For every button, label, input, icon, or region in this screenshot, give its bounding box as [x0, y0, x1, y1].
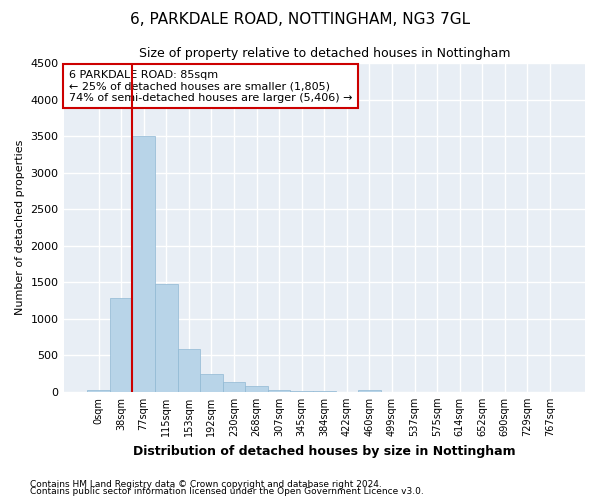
Y-axis label: Number of detached properties: Number of detached properties — [15, 140, 25, 315]
Title: Size of property relative to detached houses in Nottingham: Size of property relative to detached ho… — [139, 48, 510, 60]
Bar — [358, 390, 381, 392]
Text: Contains HM Land Registry data © Crown copyright and database right 2024.: Contains HM Land Registry data © Crown c… — [30, 480, 382, 489]
Bar — [110, 298, 133, 392]
Text: 6, PARKDALE ROAD, NOTTINGHAM, NG3 7GL: 6, PARKDALE ROAD, NOTTINGHAM, NG3 7GL — [130, 12, 470, 28]
Bar — [87, 390, 110, 392]
Bar — [178, 350, 200, 392]
Bar — [245, 386, 268, 392]
Bar — [223, 382, 245, 392]
Bar — [290, 391, 313, 392]
Bar — [155, 284, 178, 392]
Bar — [200, 374, 223, 392]
X-axis label: Distribution of detached houses by size in Nottingham: Distribution of detached houses by size … — [133, 444, 515, 458]
Bar — [133, 136, 155, 392]
Text: 6 PARKDALE ROAD: 85sqm
← 25% of detached houses are smaller (1,805)
74% of semi-: 6 PARKDALE ROAD: 85sqm ← 25% of detached… — [69, 70, 352, 103]
Bar — [268, 390, 290, 392]
Text: Contains public sector information licensed under the Open Government Licence v3: Contains public sector information licen… — [30, 487, 424, 496]
